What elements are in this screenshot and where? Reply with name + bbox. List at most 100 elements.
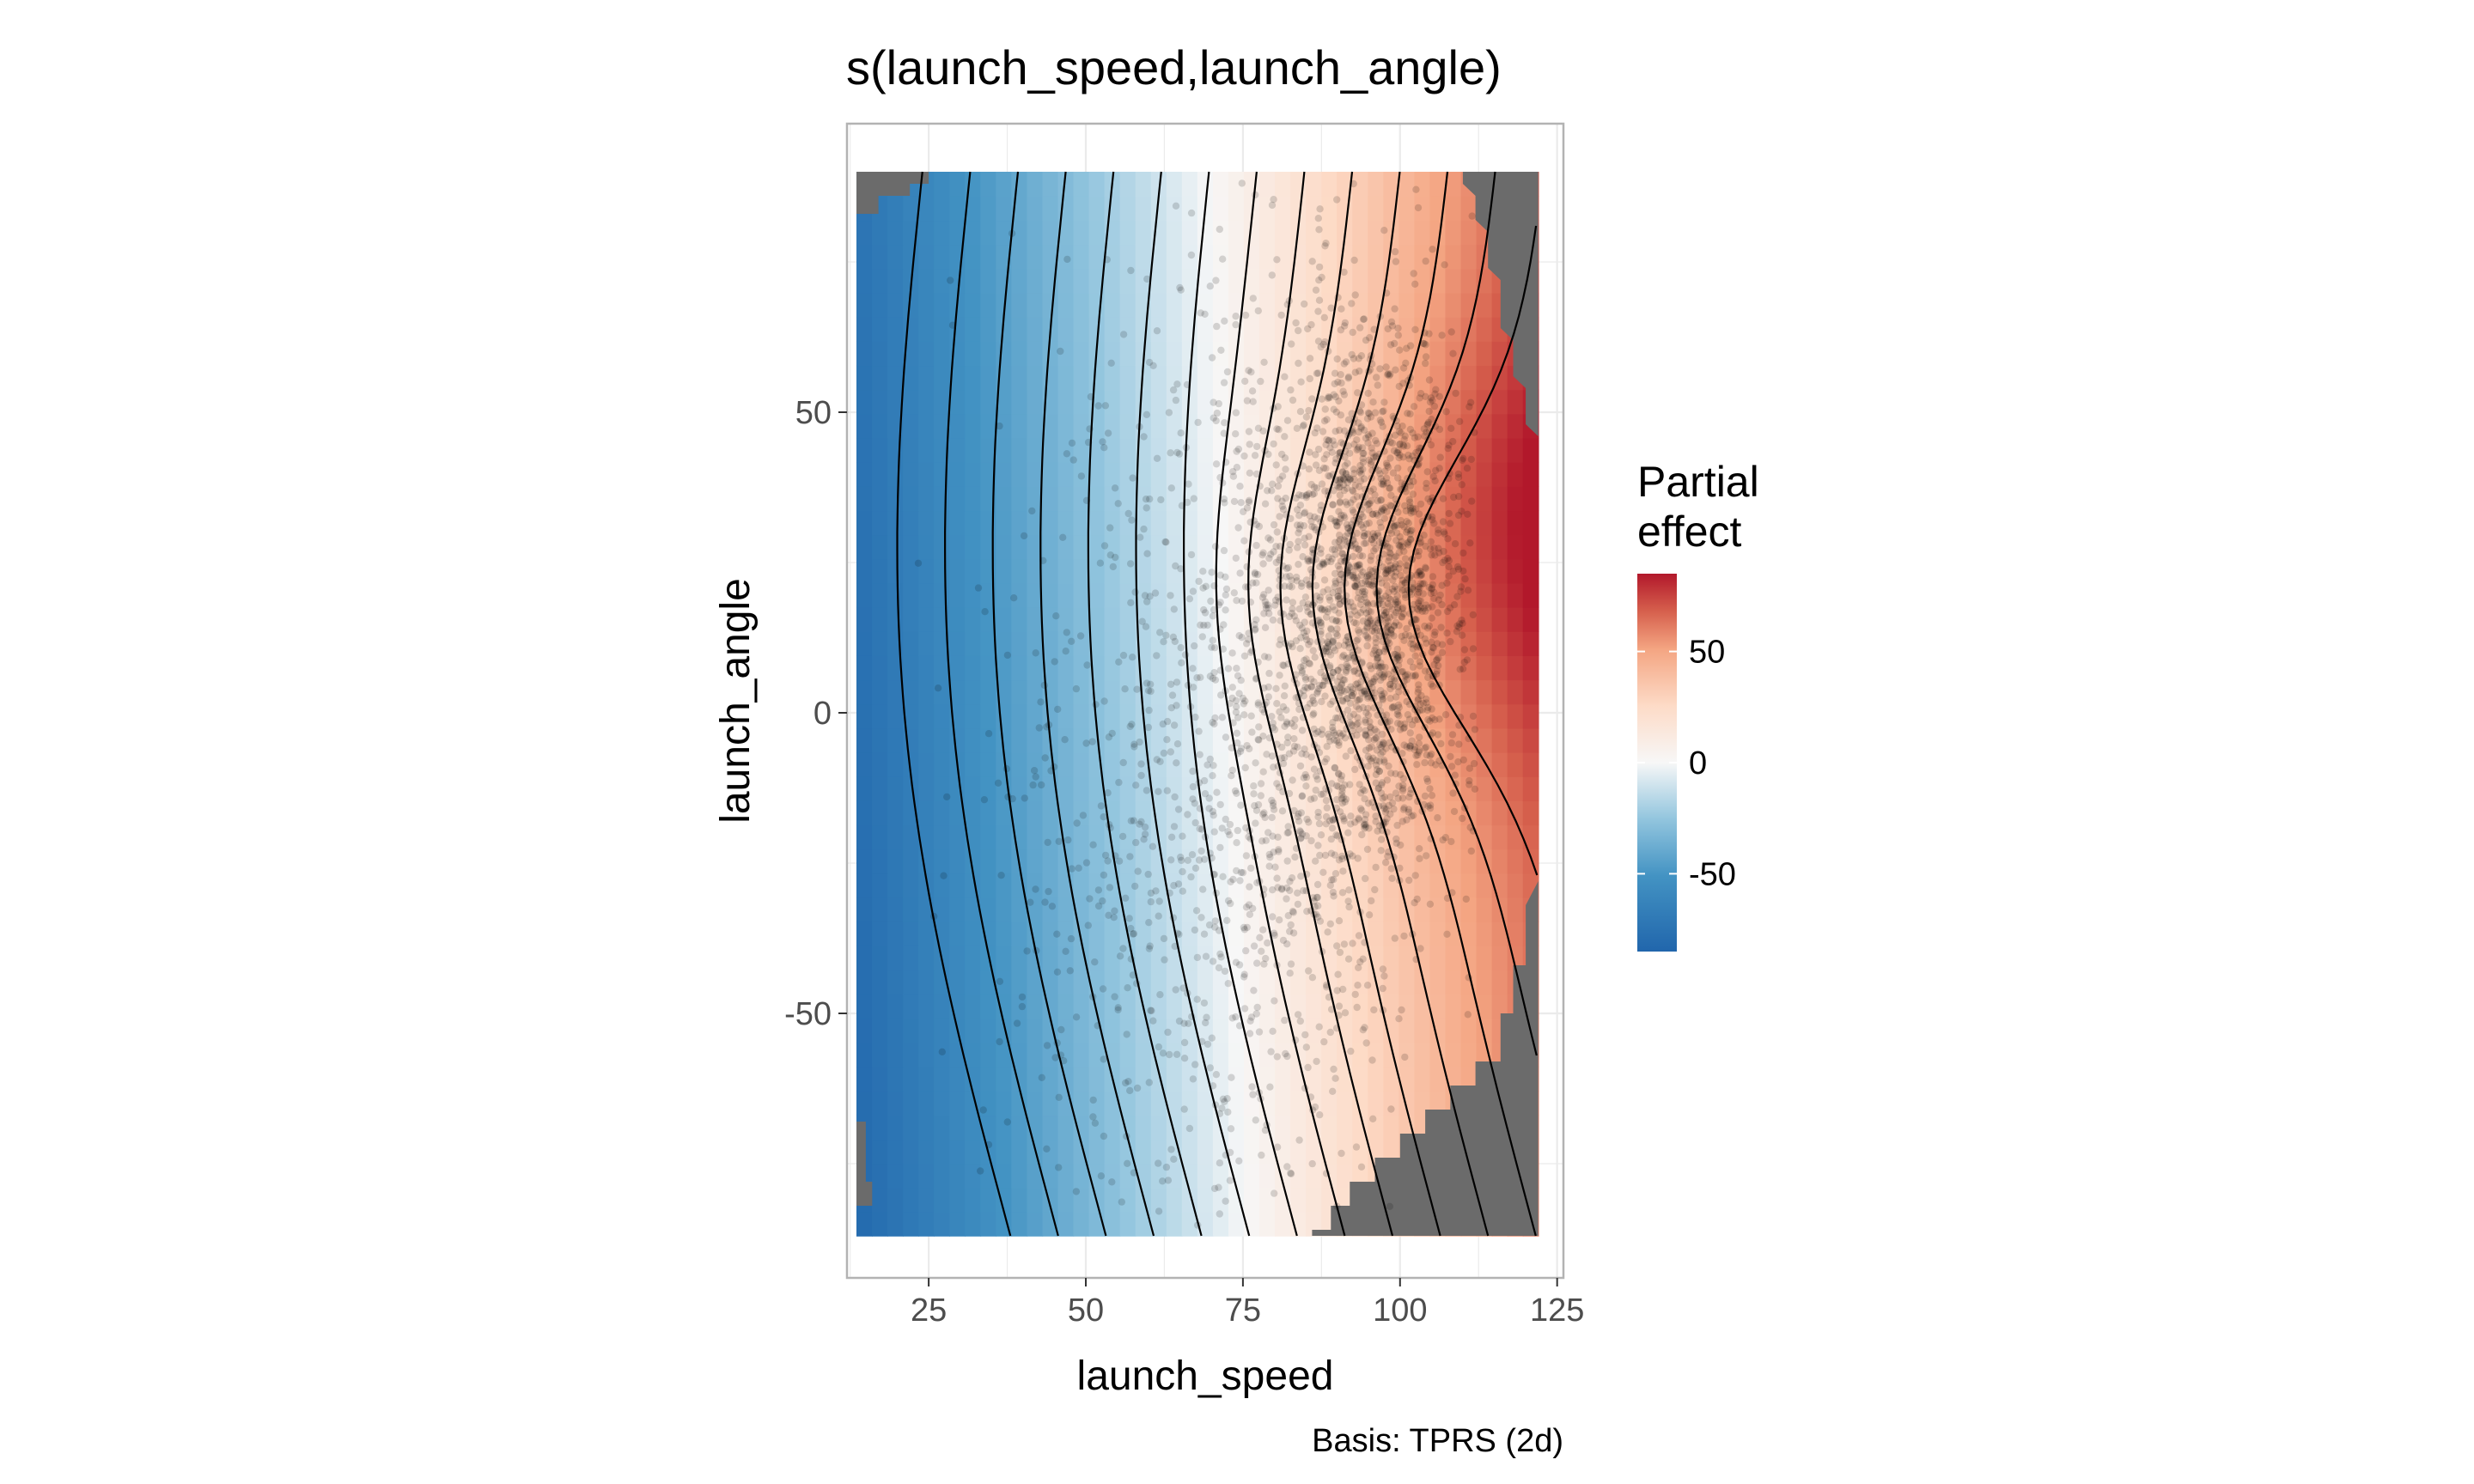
data-point — [1008, 794, 1016, 803]
data-point — [1320, 1037, 1328, 1046]
surface-cell — [934, 1139, 951, 1165]
data-point — [1469, 645, 1478, 653]
data-point — [1390, 702, 1398, 711]
surface-cell — [1011, 655, 1028, 681]
surface-cell — [1259, 1187, 1276, 1213]
surface-cell — [1150, 437, 1167, 463]
surface-cell — [1243, 1115, 1260, 1140]
surface-cell — [1507, 389, 1524, 415]
surface-cell — [1073, 1066, 1090, 1092]
data-point — [1321, 851, 1330, 860]
surface-cell — [872, 727, 888, 753]
surface-cell — [1088, 1115, 1106, 1140]
surface-cell — [856, 631, 873, 656]
data-point — [1141, 592, 1149, 599]
surface-cell — [1290, 631, 1307, 656]
surface-cell — [1104, 244, 1121, 270]
data-point — [1283, 1052, 1291, 1061]
data-point — [1307, 836, 1315, 845]
surface-cell — [1445, 486, 1462, 512]
data-point — [1193, 674, 1201, 682]
data-point — [1220, 495, 1228, 503]
data-point — [1341, 734, 1350, 742]
data-point — [1302, 782, 1310, 790]
surface-cell — [1228, 1115, 1245, 1140]
surface-cell — [887, 631, 904, 656]
data-point — [1134, 867, 1142, 875]
data-point — [1356, 789, 1365, 797]
surface-cell — [1104, 946, 1121, 971]
surface-cell — [918, 994, 935, 1019]
surface-cell — [1259, 365, 1276, 391]
data-point — [1091, 1119, 1100, 1128]
data-point — [1298, 793, 1306, 800]
surface-cell — [918, 848, 935, 874]
data-point — [1459, 756, 1468, 764]
surface-cell — [1275, 921, 1291, 946]
data-point — [1285, 789, 1294, 798]
surface-cell — [1011, 775, 1028, 801]
surface-cell — [1414, 751, 1431, 777]
data-point — [1332, 737, 1341, 745]
data-point — [1233, 464, 1241, 471]
surface-cell — [1057, 292, 1075, 318]
data-point — [1100, 813, 1107, 821]
data-point — [1251, 621, 1258, 629]
surface-cell — [1243, 606, 1260, 632]
data-point — [1220, 546, 1228, 555]
surface-cell — [1476, 946, 1493, 971]
surface-cell — [872, 461, 888, 487]
legend-title-line2: effect — [1637, 508, 1741, 556]
surface-cell — [1073, 1091, 1090, 1116]
surface-cell — [903, 751, 919, 777]
data-point — [1125, 915, 1133, 922]
surface-cell — [1522, 775, 1539, 801]
surface-cell — [1445, 268, 1462, 294]
data-point — [1319, 588, 1327, 596]
data-point — [1199, 885, 1207, 893]
surface-cell — [1476, 413, 1493, 439]
surface-cell — [996, 631, 1013, 656]
surface-cell — [1197, 413, 1214, 439]
surface-cell — [872, 1115, 888, 1140]
surface-cell — [1212, 1211, 1229, 1237]
data-point — [1301, 676, 1310, 684]
data-point — [1435, 465, 1443, 472]
surface-cell — [965, 341, 982, 367]
surface-cell — [1073, 824, 1090, 850]
surface-cell — [965, 606, 982, 632]
surface-cell — [903, 1042, 919, 1067]
missing-region-bottom-right — [1312, 881, 1539, 1236]
data-point — [1209, 636, 1217, 644]
surface-cell — [1057, 244, 1075, 270]
data-point — [996, 977, 1004, 986]
surface-cell — [903, 437, 919, 463]
data-point — [1257, 377, 1264, 386]
surface-cell — [1460, 365, 1478, 391]
surface-cell — [1119, 389, 1136, 415]
surface-cell — [1460, 751, 1478, 777]
surface-cell — [903, 655, 919, 681]
surface-cell — [965, 1042, 982, 1067]
surface-cell — [1414, 897, 1431, 922]
data-point — [1411, 652, 1419, 660]
surface-cell — [1259, 316, 1276, 342]
data-point — [1224, 980, 1233, 988]
data-point — [1416, 568, 1423, 575]
data-point — [1104, 857, 1112, 865]
data-point — [1385, 484, 1393, 492]
surface-cell — [1491, 437, 1508, 463]
surface-cell — [996, 921, 1013, 946]
data-point — [1394, 464, 1402, 472]
data-point — [1119, 331, 1128, 338]
surface-cell — [1290, 1187, 1307, 1213]
surface-cell — [1507, 800, 1524, 826]
data-point — [1460, 646, 1469, 654]
data-point — [1052, 612, 1060, 620]
surface-cell — [1476, 606, 1493, 632]
surface-cell — [1228, 848, 1245, 874]
surface-cell — [1337, 970, 1354, 995]
surface-cell — [887, 1187, 904, 1213]
surface-cell — [1383, 558, 1400, 584]
surface-cell — [1088, 1018, 1106, 1043]
